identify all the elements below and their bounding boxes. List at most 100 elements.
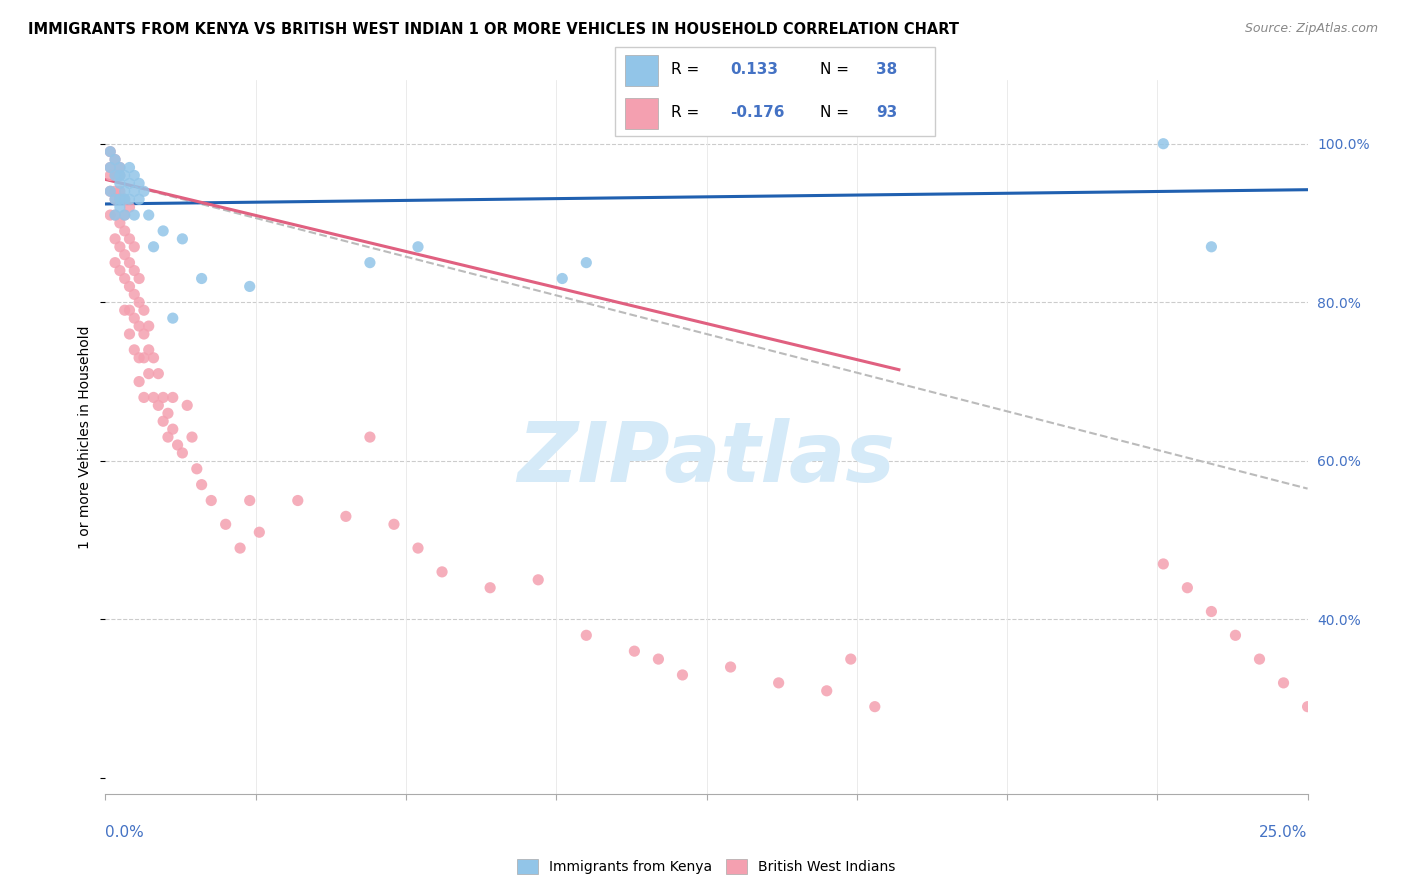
Point: [1201, 605, 1223, 619]
FancyBboxPatch shape: [614, 47, 935, 136]
Point: [1175, 581, 1198, 595]
Point: [128, 351, 150, 365]
Point: [551, 271, 574, 285]
Point: [98, 184, 121, 198]
Point: [142, 240, 165, 254]
Point: [98, 161, 121, 175]
Text: R =: R =: [671, 62, 704, 77]
Point: [128, 319, 150, 334]
Point: [1296, 699, 1319, 714]
Text: 0.133: 0.133: [731, 62, 779, 77]
Point: [406, 240, 429, 254]
Point: [104, 184, 127, 198]
Point: [128, 192, 150, 206]
Point: [186, 462, 208, 476]
Point: [108, 263, 131, 277]
Point: [575, 628, 598, 642]
Point: [104, 208, 127, 222]
Point: [124, 263, 146, 277]
Point: [527, 573, 550, 587]
Point: [108, 184, 131, 198]
Point: [114, 224, 136, 238]
Point: [114, 271, 136, 285]
Text: ZIPatlas: ZIPatlas: [517, 418, 896, 499]
Point: [108, 192, 131, 206]
Point: [575, 255, 598, 269]
Point: [142, 351, 165, 365]
Point: [166, 438, 188, 452]
Point: [114, 192, 136, 206]
Point: [406, 541, 429, 555]
Text: -0.176: -0.176: [731, 105, 785, 120]
Point: [104, 208, 127, 222]
Point: [132, 326, 155, 341]
Point: [132, 303, 155, 318]
Text: 93: 93: [876, 105, 897, 120]
Point: [138, 343, 160, 357]
Point: [118, 192, 141, 206]
Point: [190, 477, 212, 491]
Point: [124, 184, 146, 198]
Point: [172, 232, 194, 246]
Point: [124, 240, 146, 254]
Point: [647, 652, 669, 666]
Point: [1225, 628, 1247, 642]
Point: [152, 391, 174, 405]
Point: [162, 311, 184, 326]
Point: [138, 208, 160, 222]
Point: [128, 271, 150, 285]
Point: [114, 208, 136, 222]
Point: [128, 375, 150, 389]
Point: [98, 169, 121, 183]
Point: [229, 541, 252, 555]
FancyBboxPatch shape: [624, 98, 658, 129]
Point: [132, 391, 155, 405]
Point: [190, 271, 212, 285]
Point: [104, 153, 127, 167]
Point: [118, 303, 141, 318]
Y-axis label: 1 or more Vehicles in Household: 1 or more Vehicles in Household: [79, 326, 93, 549]
Point: [162, 422, 184, 436]
Point: [148, 367, 170, 381]
Point: [118, 326, 141, 341]
Point: [108, 240, 131, 254]
Point: [839, 652, 862, 666]
Point: [172, 446, 194, 460]
Point: [114, 303, 136, 318]
Point: [815, 683, 838, 698]
Point: [98, 184, 121, 198]
Text: N =: N =: [820, 62, 853, 77]
Point: [430, 565, 453, 579]
Point: [114, 248, 136, 262]
Point: [114, 184, 136, 198]
Point: [124, 287, 146, 301]
Point: [104, 232, 127, 246]
Point: [118, 232, 141, 246]
Point: [1152, 136, 1174, 151]
Point: [768, 676, 790, 690]
Point: [1272, 676, 1295, 690]
Point: [104, 153, 127, 167]
Point: [138, 367, 160, 381]
Point: [132, 184, 155, 198]
Point: [287, 493, 309, 508]
Text: IMMIGRANTS FROM KENYA VS BRITISH WEST INDIAN 1 OR MORE VEHICLES IN HOUSEHOLD COR: IMMIGRANTS FROM KENYA VS BRITISH WEST IN…: [28, 22, 959, 37]
Point: [98, 145, 121, 159]
Point: [239, 493, 262, 508]
Point: [128, 177, 150, 191]
Point: [114, 208, 136, 222]
Point: [108, 161, 131, 175]
Point: [118, 161, 141, 175]
Point: [108, 169, 131, 183]
Point: [1152, 557, 1174, 571]
Point: [124, 311, 146, 326]
Point: [176, 398, 198, 412]
Point: [359, 430, 381, 444]
Point: [108, 169, 131, 183]
Point: [104, 255, 127, 269]
Point: [138, 319, 160, 334]
Text: 38: 38: [876, 62, 897, 77]
Point: [104, 192, 127, 206]
Point: [162, 391, 184, 405]
Point: [132, 351, 155, 365]
